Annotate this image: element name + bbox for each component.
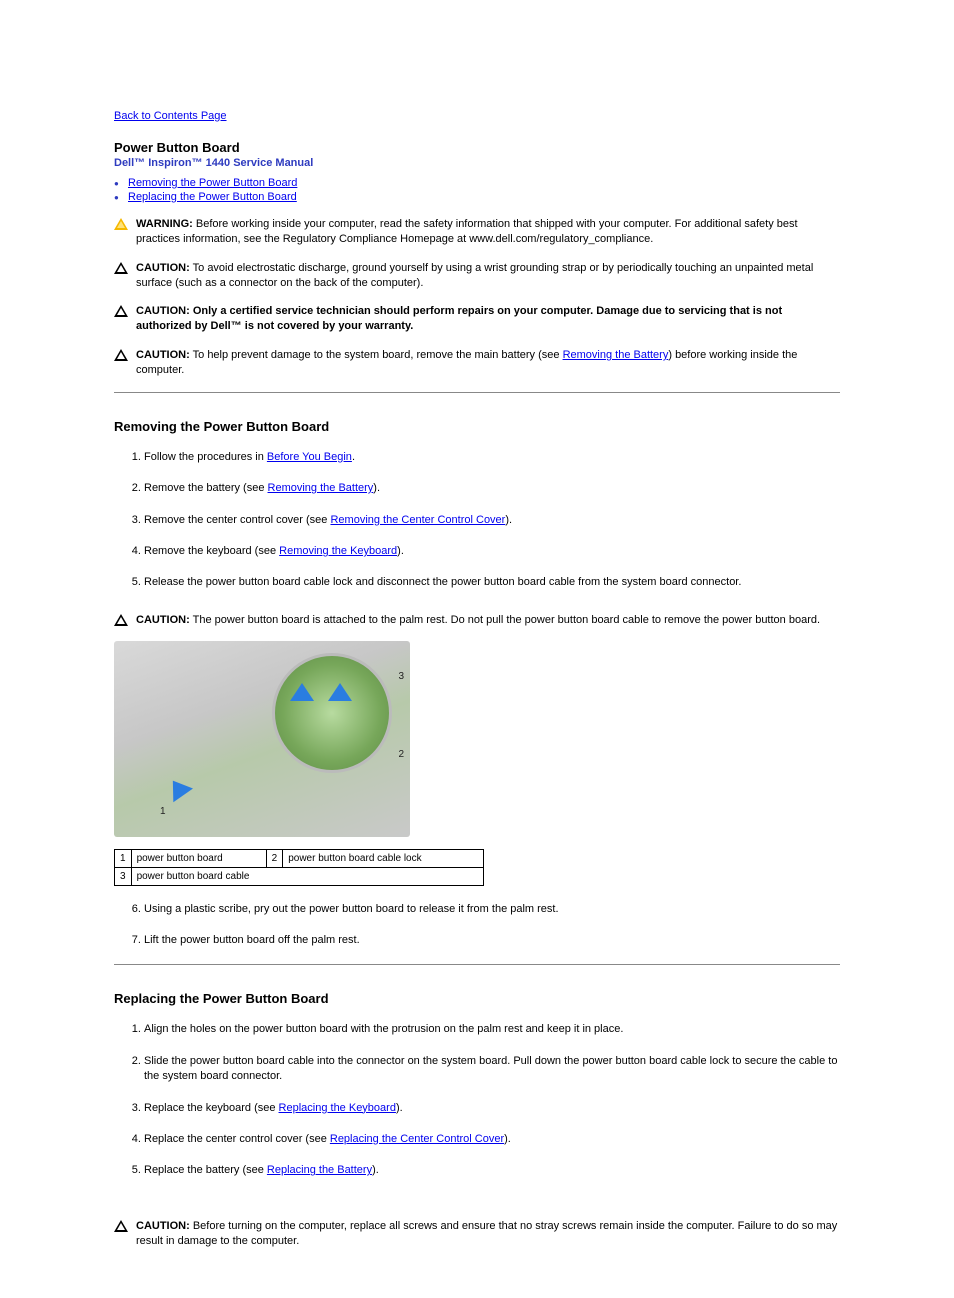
cell: power button board cable <box>131 867 483 885</box>
step: Remove the keyboard (see Removing the Ke… <box>144 544 840 559</box>
step: Replace the center control cover (see Re… <box>144 1132 840 1147</box>
cell: power button board <box>131 849 266 867</box>
link-remove-ccc[interactable]: Removing the Center Control Cover <box>330 514 505 526</box>
link-before-begin[interactable]: Before You Begin <box>267 451 352 463</box>
warning-notice: WARNING: Before working inside your comp… <box>114 217 840 247</box>
step: Lift the power button board off the palm… <box>144 933 840 948</box>
cell: 1 <box>115 849 132 867</box>
toc: Removing the Power Button Board Replacin… <box>114 177 840 203</box>
caution-esd: CAUTION: To avoid electrostatic discharg… <box>114 261 840 291</box>
caution-icon <box>114 613 136 631</box>
step: Remove the battery (see Removing the Bat… <box>144 481 840 496</box>
caution-battery: CAUTION: To help prevent damage to the s… <box>114 348 840 378</box>
figure: 1 2 3 <box>114 641 840 837</box>
toc-item[interactable]: Replacing the Power Button Board <box>114 191 840 203</box>
step: Remove the center control cover (see Rem… <box>144 513 840 528</box>
step: Using a plastic scribe, pry out the powe… <box>144 902 840 917</box>
link-replace-ccc[interactable]: Replacing the Center Control Cover <box>330 1133 504 1145</box>
warning-icon <box>114 217 136 247</box>
step: Replace the keyboard (see Replacing the … <box>144 1101 840 1116</box>
step: Replace the battery (see Replacing the B… <box>144 1163 840 1178</box>
caution-icon <box>114 1219 136 1249</box>
link-remove-battery[interactable]: Removing the Battery <box>563 349 669 361</box>
caution-final: CAUTION: Before turning on the computer,… <box>114 1219 840 1249</box>
link-replace-keyboard[interactable]: Replacing the Keyboard <box>279 1102 396 1114</box>
link-remove-battery[interactable]: Removing the Battery <box>268 482 374 494</box>
page-title: Power Button Board <box>114 140 840 155</box>
manual-title: Dell™ Inspiron™ 1440 Service Manual <box>114 157 840 169</box>
caution-icon <box>114 261 136 291</box>
back-link[interactable]: Back to Contents Page <box>114 110 840 122</box>
parts-table: 1 power button board 2 power button boar… <box>114 849 484 886</box>
step: Slide the power button board cable into … <box>144 1054 840 1085</box>
step: Release the power button board cable loc… <box>144 575 840 590</box>
caution-icon <box>114 348 136 378</box>
toc-item[interactable]: Removing the Power Button Board <box>114 177 840 189</box>
cell: power button board cable lock <box>283 849 484 867</box>
figure-image: 1 2 3 <box>114 641 410 837</box>
caution-tech: CAUTION: Only a certified service techni… <box>114 304 840 334</box>
caution-icon <box>114 304 136 334</box>
replace-heading: Replacing the Power Button Board <box>114 991 840 1006</box>
replace-steps: Align the holes on the power button boar… <box>114 1022 840 1178</box>
cell: 2 <box>266 849 283 867</box>
link-remove-keyboard[interactable]: Removing the Keyboard <box>279 545 397 557</box>
remove-steps-cont: Using a plastic scribe, pry out the powe… <box>114 902 840 949</box>
remove-steps: Follow the procedures in Before You Begi… <box>114 450 840 591</box>
remove-heading: Removing the Power Button Board <box>114 419 840 434</box>
link-replace-battery[interactable]: Replacing the Battery <box>267 1164 372 1176</box>
caution-cable: CAUTION: The power button board is attac… <box>114 613 840 631</box>
cell: 3 <box>115 867 132 885</box>
step: Align the holes on the power button boar… <box>144 1022 840 1037</box>
step: Follow the procedures in Before You Begi… <box>144 450 840 465</box>
